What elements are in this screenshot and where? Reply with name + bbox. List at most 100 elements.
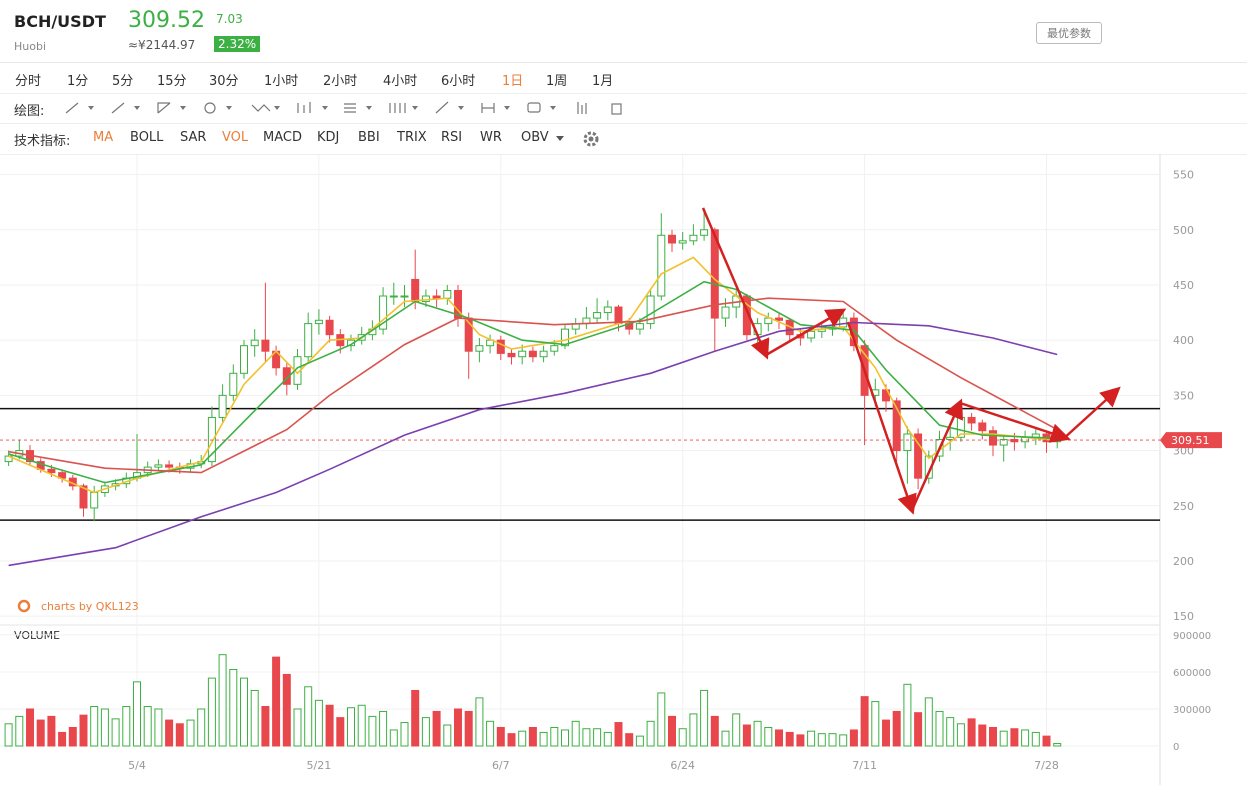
- period-tab[interactable]: 4小时: [383, 74, 418, 89]
- volume-bar: [978, 724, 987, 747]
- volume-bar: [839, 734, 848, 747]
- period-tab[interactable]: 30分: [209, 74, 239, 89]
- candle-body: [775, 317, 783, 321]
- volume-bar: [240, 677, 248, 747]
- period-tab[interactable]: 1日: [502, 74, 524, 89]
- indicator-tab[interactable]: RSI: [441, 130, 463, 145]
- params-button[interactable]: 最优参数: [1036, 22, 1102, 44]
- cny-price: ≈¥2144.97: [128, 38, 196, 52]
- candle-body: [325, 319, 334, 336]
- candle-body: [90, 492, 99, 509]
- volume-bar: [1010, 728, 1019, 747]
- indicator-label: 技术指标:: [14, 134, 71, 149]
- candle-body: [79, 485, 88, 509]
- candle-body: [518, 350, 527, 358]
- ma-line: [8, 321, 1058, 567]
- period-bar: 分时 1分 5分 15分 30分 1小时 2小时 4小时 6小时 1日 1周 1月: [0, 63, 1247, 94]
- candle-body: [550, 345, 559, 352]
- candle-body: [593, 312, 602, 319]
- volume-bar: [539, 731, 548, 747]
- y-tick-label: 250: [1173, 500, 1194, 513]
- y-tick-label: 150: [1173, 610, 1194, 623]
- y-tick-label: 300000: [1173, 705, 1211, 716]
- y-tick-label: 450: [1173, 279, 1194, 292]
- period-tab[interactable]: 1周: [546, 74, 568, 89]
- indicator-tab[interactable]: MACD: [263, 130, 302, 145]
- indicator-tab[interactable]: BOLL: [130, 130, 164, 145]
- change: 7.03: [216, 12, 243, 26]
- volume-bar: [903, 683, 912, 747]
- indicator-tab[interactable]: BBI: [358, 130, 380, 145]
- y-tick-label: 200: [1173, 555, 1194, 568]
- indicator-tab[interactable]: WR: [480, 130, 502, 145]
- ma-line: [8, 280, 1058, 484]
- volume-bar: [528, 726, 537, 747]
- y-tick-label: 550: [1173, 169, 1194, 182]
- volume-bar: [47, 715, 56, 747]
- volume-bar: [154, 708, 163, 747]
- volume-bar: [1042, 735, 1051, 747]
- x-tick-label: 7/28: [1034, 759, 1059, 772]
- volume-bar: [1053, 743, 1062, 747]
- volume-bar: [229, 668, 238, 747]
- volume-bar: [464, 710, 473, 747]
- volume-bar: [603, 731, 612, 747]
- candle-body: [710, 229, 719, 319]
- y-tick-label: 600000: [1173, 668, 1211, 679]
- candle-body: [989, 430, 997, 446]
- volume-bar: [293, 708, 302, 747]
- indicator-tab[interactable]: VOL: [222, 130, 249, 145]
- draw-tools[interactable]: [60, 99, 630, 117]
- candle-body: [421, 295, 430, 303]
- volume-bar: [90, 706, 99, 747]
- x-tick-label: 5/21: [307, 759, 332, 772]
- period-tab[interactable]: 1月: [592, 74, 614, 89]
- volume-bar: [186, 719, 195, 747]
- ma-line: [8, 297, 1058, 474]
- period-tab[interactable]: 15分: [157, 74, 187, 89]
- candle-body: [839, 317, 848, 328]
- volume-bar: [657, 692, 666, 747]
- volume-bar: [860, 696, 869, 747]
- volume-bar: [218, 654, 227, 747]
- candle-body: [646, 295, 655, 325]
- candle-body: [496, 339, 505, 354]
- volume-bar: [304, 686, 313, 747]
- indicator-tab[interactable]: OBV: [521, 130, 549, 145]
- price: 309.52: [128, 8, 205, 33]
- indicator-tab[interactable]: SAR: [180, 130, 207, 145]
- volume-bar: [379, 710, 388, 747]
- volume-bar: [454, 708, 462, 747]
- annotation-arrow: [846, 321, 917, 515]
- period-tab[interactable]: 1分: [67, 74, 89, 89]
- volume-bar: [625, 733, 634, 747]
- period-tab[interactable]: 5分: [112, 74, 134, 89]
- volume-bar: [646, 720, 655, 747]
- volume-bar: [914, 712, 923, 747]
- candle-body: [261, 339, 270, 352]
- period-tab[interactable]: 1小时: [264, 74, 299, 89]
- annotation-arrow: [959, 401, 1071, 443]
- y-tick-label: 350: [1173, 389, 1194, 402]
- settings-icon[interactable]: [582, 130, 600, 148]
- x-tick-label: 5/4: [128, 759, 146, 772]
- indicator-tab[interactable]: TRIX: [397, 130, 427, 145]
- volume-bar: [15, 715, 24, 747]
- volume-bar: [1021, 729, 1030, 747]
- candle-body: [218, 394, 227, 418]
- candle-body: [229, 372, 238, 396]
- volume-bar: [775, 729, 783, 747]
- volume-bar: [165, 719, 174, 747]
- period-tab[interactable]: 2小时: [323, 74, 358, 89]
- volume-bar: [133, 681, 141, 747]
- candle-body: [635, 323, 644, 330]
- period-tab[interactable]: 6小时: [441, 74, 476, 89]
- indicator-tab[interactable]: MA: [93, 130, 114, 145]
- volume-bar: [518, 730, 527, 747]
- volume-bar: [742, 724, 751, 747]
- volume-bar: [700, 689, 709, 747]
- indicator-tab[interactable]: KDJ: [317, 130, 340, 145]
- period-tab[interactable]: 分时: [15, 74, 42, 89]
- candle-body: [389, 295, 398, 298]
- ma-line: [8, 256, 1058, 494]
